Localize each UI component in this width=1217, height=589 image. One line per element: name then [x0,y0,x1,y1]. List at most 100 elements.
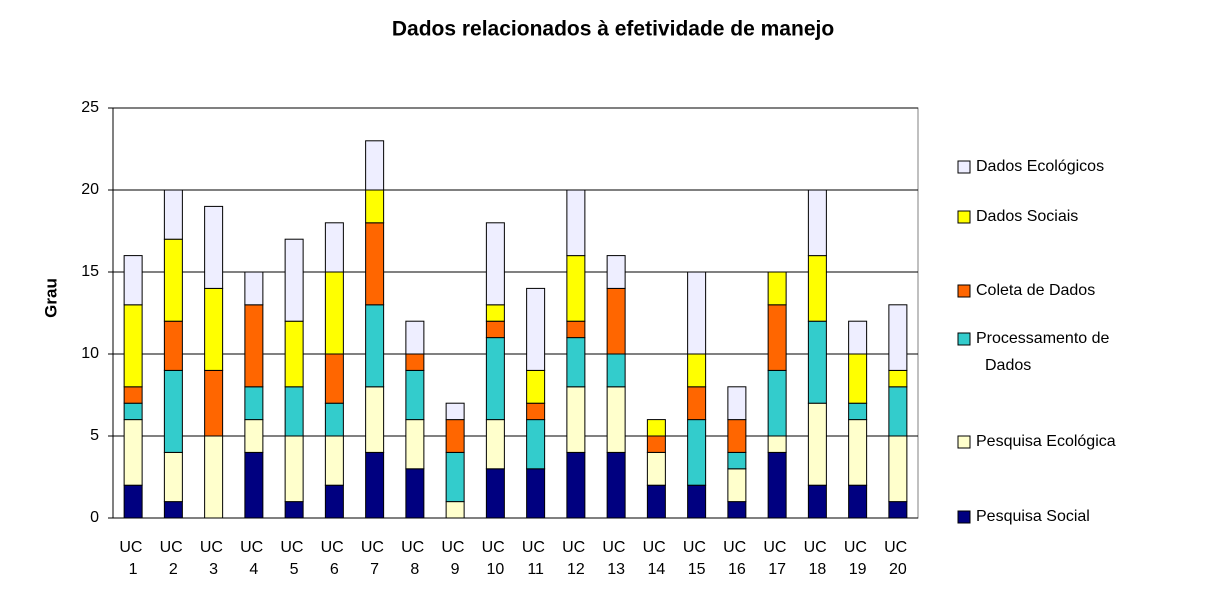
legend-label: Processamento de Dados [976,330,1114,374]
bar-segment [163,189,183,240]
bar-segment [848,353,868,404]
y-axis-label: Grau [41,278,60,318]
x-tick-label: UC 16 [723,539,751,578]
bar-segment [163,501,183,519]
bar-segment [445,402,465,421]
bar-segment [767,369,787,437]
bar-segment [485,337,505,421]
bar-segment [727,468,747,503]
bar-segment [365,189,385,224]
x-tick-label: UC 12 [562,539,590,578]
bar-segment [687,271,707,355]
bar-segment [204,435,224,519]
x-tick-label: UC 20 [884,539,912,578]
bar-segment [526,468,546,519]
bar-segment [405,369,425,421]
x-tick-label: UC 7 [361,539,389,578]
bar-segment [445,451,465,503]
bar-segment [566,337,586,388]
legend-label: Dados Ecológicos [976,158,1104,175]
x-tick-label: UC 17 [763,539,791,578]
bar-segment [606,287,626,355]
bar-segment [727,419,747,453]
bar-segment [606,386,626,453]
y-tick-label: 0 [90,509,99,526]
legend-swatch [957,210,971,224]
legend-swatch [957,284,971,298]
bar-segment [324,271,344,355]
bar-segment [324,402,344,437]
x-tick-label: UC 11 [522,539,550,578]
x-tick-label: UC 1 [119,539,147,578]
y-tick-label: 10 [81,345,99,362]
y-tick-label: 20 [81,181,99,198]
bar-segment [888,304,908,371]
bar-segment [284,501,304,519]
bar-segment [284,386,304,437]
bar-segment [244,271,264,306]
x-tick-label: UC 15 [683,539,711,578]
bar-segment [767,451,787,519]
bar-segment [646,484,666,519]
bar-segment [526,402,546,421]
bar-segment [485,304,505,322]
bar-segment [888,501,908,519]
y-tick-label: 15 [81,263,99,280]
bar-segment [365,386,385,453]
x-tick-label: UC 9 [441,539,469,578]
chart-title: Dados relacionados à efetividade de mane… [392,18,834,41]
bar-segment [244,386,264,421]
bar-segment [405,419,425,470]
bar-segment [888,386,908,437]
bar-segment [365,304,385,388]
bar-segment [123,386,143,404]
bar-segment [566,386,586,453]
bar-segment [204,369,224,437]
x-tick-label: UC 5 [280,539,308,578]
legend-label: Dados Sociais [976,208,1078,225]
bar-segment [244,419,264,453]
bar-segment [244,451,264,519]
bar-segment [888,435,908,503]
x-tick-label: UC 2 [160,539,188,578]
bar-segment [807,189,827,257]
bar-segment [807,255,827,322]
bar-segment [606,353,626,388]
bar-segment [566,451,586,519]
x-tick-label: UC 3 [200,539,228,578]
bar-segment [123,484,143,519]
legend-swatch [957,332,971,346]
bar-segment [405,468,425,519]
bar-segment [324,353,344,404]
legend-swatch [957,510,971,524]
bar-segment [485,419,505,470]
legend-swatch [957,160,971,174]
x-tick-label: UC 13 [602,539,630,578]
bar-segment [163,369,183,453]
bar-segment [767,304,787,371]
bar-segment [485,320,505,339]
bar-segment [324,435,344,486]
bar-segment [807,402,827,486]
bar-segment [687,484,707,519]
bar-segment [365,140,385,191]
bar-segment [727,451,747,470]
x-tick-label: UC 8 [401,539,429,578]
x-tick-label: UC 18 [804,539,832,578]
bar-segment [646,451,666,486]
bar-segment [646,419,666,437]
bar-segment [566,255,586,322]
bar-segment [445,419,465,453]
bar-segment [204,205,224,289]
x-tick-label: UC 14 [643,539,671,578]
bar-segment [244,304,264,388]
bar-segment [123,419,143,486]
bar-segment [566,320,586,339]
bar-segment [807,484,827,519]
bar-segment [807,320,827,404]
bar-segment [687,353,707,388]
x-tick-label: UC 4 [240,539,268,578]
legend-label: Pesquisa Ecológica [976,433,1116,450]
bar-segment [204,287,224,371]
